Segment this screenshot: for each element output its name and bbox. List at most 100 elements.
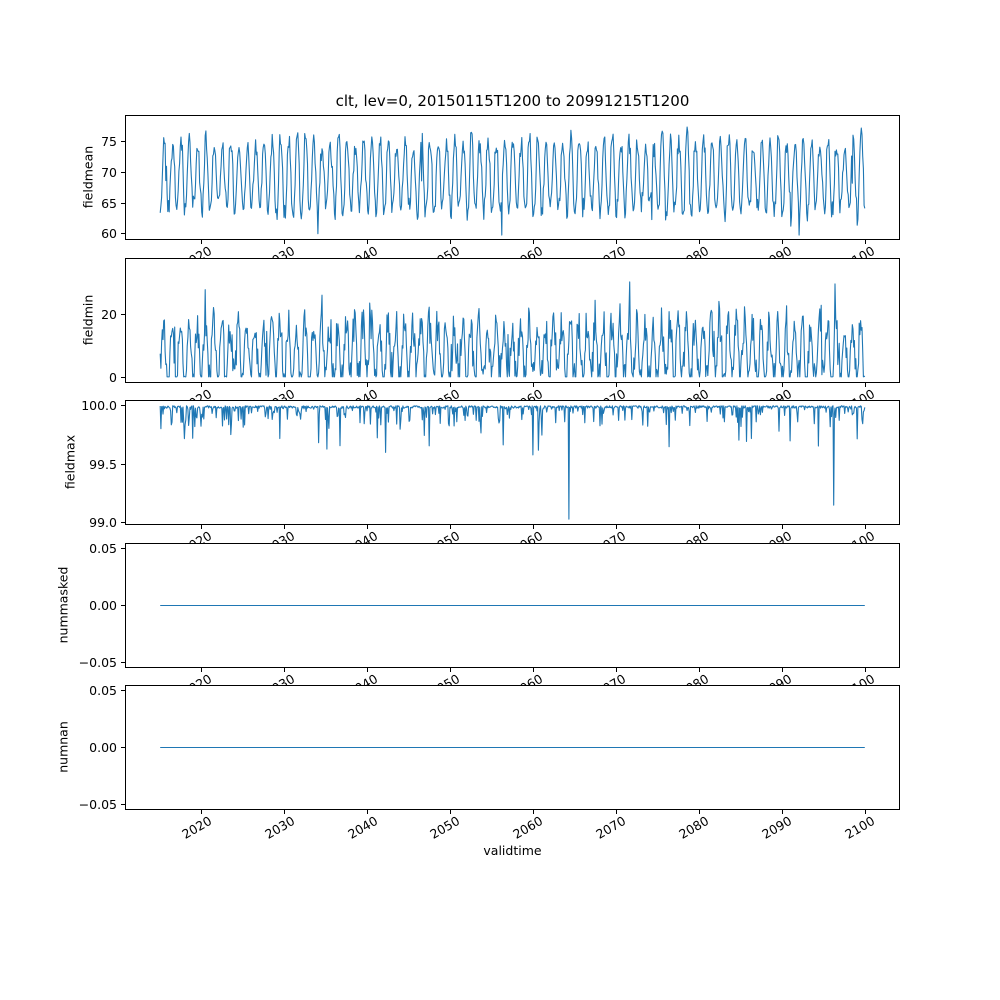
y-tick-mark bbox=[121, 313, 125, 315]
subplot-nummasked: nummasked −0.050.000.0520202030204020502… bbox=[0, 541, 1000, 700]
line-series bbox=[125, 685, 900, 810]
subplot-numnan: numnan −0.05 0.00 0.05 2020 2030 2040 2050 2060… bbox=[0, 683, 1000, 842]
x-tick-mark bbox=[283, 383, 285, 387]
x-tick-mark bbox=[200, 383, 202, 387]
data-line bbox=[159, 405, 866, 520]
x-tick-mark bbox=[366, 383, 368, 387]
x-tick-mark bbox=[781, 240, 783, 244]
plot-frame bbox=[125, 258, 900, 383]
x-tick-mark bbox=[615, 383, 617, 387]
plot-area-fieldmax bbox=[125, 400, 900, 525]
x-tick-mark bbox=[449, 240, 451, 244]
y-tick-mark bbox=[121, 605, 125, 606]
x-tick-mark bbox=[200, 668, 202, 672]
x-tick-label: 2030 bbox=[261, 813, 297, 842]
x-tick-mark bbox=[781, 810, 783, 814]
x-tick-mark bbox=[698, 525, 700, 529]
plot-frame bbox=[125, 400, 900, 525]
plot-area-numnan bbox=[125, 685, 900, 810]
y-tick-mark bbox=[121, 803, 125, 805]
y-tick-label: 0.05 bbox=[89, 541, 117, 557]
y-tick-mark bbox=[121, 548, 125, 550]
subplot-fieldmax: fieldmax 99.0 99.5 100.0 2020 2030 2040 2050 20… bbox=[0, 398, 1000, 557]
x-tick-mark bbox=[698, 383, 700, 387]
x-tick-label: 2060 bbox=[510, 813, 546, 842]
x-tick-mark bbox=[615, 810, 617, 814]
y-tick-label: −0.05 bbox=[78, 654, 117, 670]
y-tick-label: −0.05 bbox=[78, 796, 117, 812]
y-tick-label: 20 bbox=[101, 306, 117, 322]
data-line bbox=[159, 281, 866, 378]
data-line bbox=[159, 126, 866, 236]
x-tick-label: 2100 bbox=[842, 813, 878, 842]
x-tick-label: 2020 bbox=[178, 813, 214, 842]
x-tick-mark bbox=[698, 810, 700, 814]
y-tick-label: 0.00 bbox=[89, 740, 117, 755]
x-tick-mark bbox=[200, 240, 202, 244]
x-tick-mark bbox=[532, 810, 534, 814]
y-tick-label: 0 bbox=[109, 369, 117, 385]
y-tick-mark bbox=[121, 463, 125, 465]
x-tick-mark bbox=[615, 525, 617, 529]
x-tick-mark bbox=[781, 668, 783, 672]
subplot-fieldmin: fieldmin 0202020203020402050206020702080… bbox=[0, 258, 1000, 415]
plot-area-fieldmin bbox=[125, 258, 900, 383]
x-tick-mark bbox=[200, 810, 202, 814]
y-tick-label: 99.0 bbox=[89, 515, 117, 531]
y-tick-mark bbox=[121, 690, 125, 692]
x-tick-mark bbox=[200, 525, 202, 529]
y-tick-label: 100.0 bbox=[81, 398, 117, 414]
x-tick-mark bbox=[283, 810, 285, 814]
line-series bbox=[125, 543, 900, 668]
y-tick-mark bbox=[121, 661, 125, 663]
x-tick-label: 2050 bbox=[427, 813, 463, 842]
x-tick-mark bbox=[864, 810, 866, 814]
x-tick-mark bbox=[615, 668, 617, 672]
x-tick-mark bbox=[449, 668, 451, 672]
y-tick-label: 60 bbox=[101, 226, 117, 242]
x-tick-mark bbox=[864, 383, 866, 387]
x-tick-mark bbox=[366, 525, 368, 529]
x-tick-mark bbox=[366, 240, 368, 244]
x-tick-mark bbox=[532, 525, 534, 529]
y-tick-label: 99.5 bbox=[89, 456, 117, 472]
x-tick-mark bbox=[532, 668, 534, 672]
y-tick-label: 75 bbox=[101, 133, 117, 149]
x-tick-mark bbox=[864, 525, 866, 529]
x-tick-mark bbox=[449, 810, 451, 814]
y-tick-label: 65 bbox=[101, 195, 117, 211]
x-tick-mark bbox=[283, 668, 285, 672]
subplot-fieldmean: fieldmean 60 65 70 75 2020 2030 2040 2050 2060 20… bbox=[0, 115, 1000, 272]
x-tick-label: 2080 bbox=[676, 813, 712, 842]
x-tick-mark bbox=[781, 383, 783, 387]
x-tick-mark bbox=[615, 240, 617, 244]
x-tick-label: 2090 bbox=[759, 813, 795, 842]
y-tick-mark bbox=[121, 405, 125, 407]
x-tick-mark bbox=[781, 525, 783, 529]
line-series bbox=[125, 400, 900, 525]
line-series bbox=[125, 258, 900, 383]
y-tick-mark bbox=[121, 171, 125, 173]
x-tick-label: 2070 bbox=[593, 813, 629, 842]
x-tick-mark bbox=[698, 240, 700, 244]
x-tick-mark bbox=[366, 810, 368, 814]
x-axis-label: validtime bbox=[483, 843, 542, 858]
y-tick-label: 0.00 bbox=[89, 598, 117, 613]
y-tick-mark bbox=[121, 376, 125, 378]
y-tick-mark bbox=[121, 233, 125, 235]
figure-title: clt, lev=0, 20150115T1200 to 20991215T12… bbox=[335, 92, 690, 110]
x-tick-mark bbox=[366, 668, 368, 672]
x-tick-label: 2040 bbox=[344, 813, 380, 842]
x-tick-mark bbox=[449, 525, 451, 529]
y-tick-mark bbox=[121, 140, 125, 142]
x-tick-mark bbox=[532, 240, 534, 244]
y-tick-label: 70 bbox=[101, 164, 117, 180]
x-tick-mark bbox=[449, 383, 451, 387]
y-tick-label: 0.05 bbox=[89, 683, 117, 699]
x-tick-mark bbox=[283, 525, 285, 529]
x-tick-mark bbox=[283, 240, 285, 244]
y-tick-mark bbox=[121, 522, 125, 524]
plot-frame bbox=[125, 115, 900, 240]
y-tick-mark bbox=[121, 747, 125, 748]
